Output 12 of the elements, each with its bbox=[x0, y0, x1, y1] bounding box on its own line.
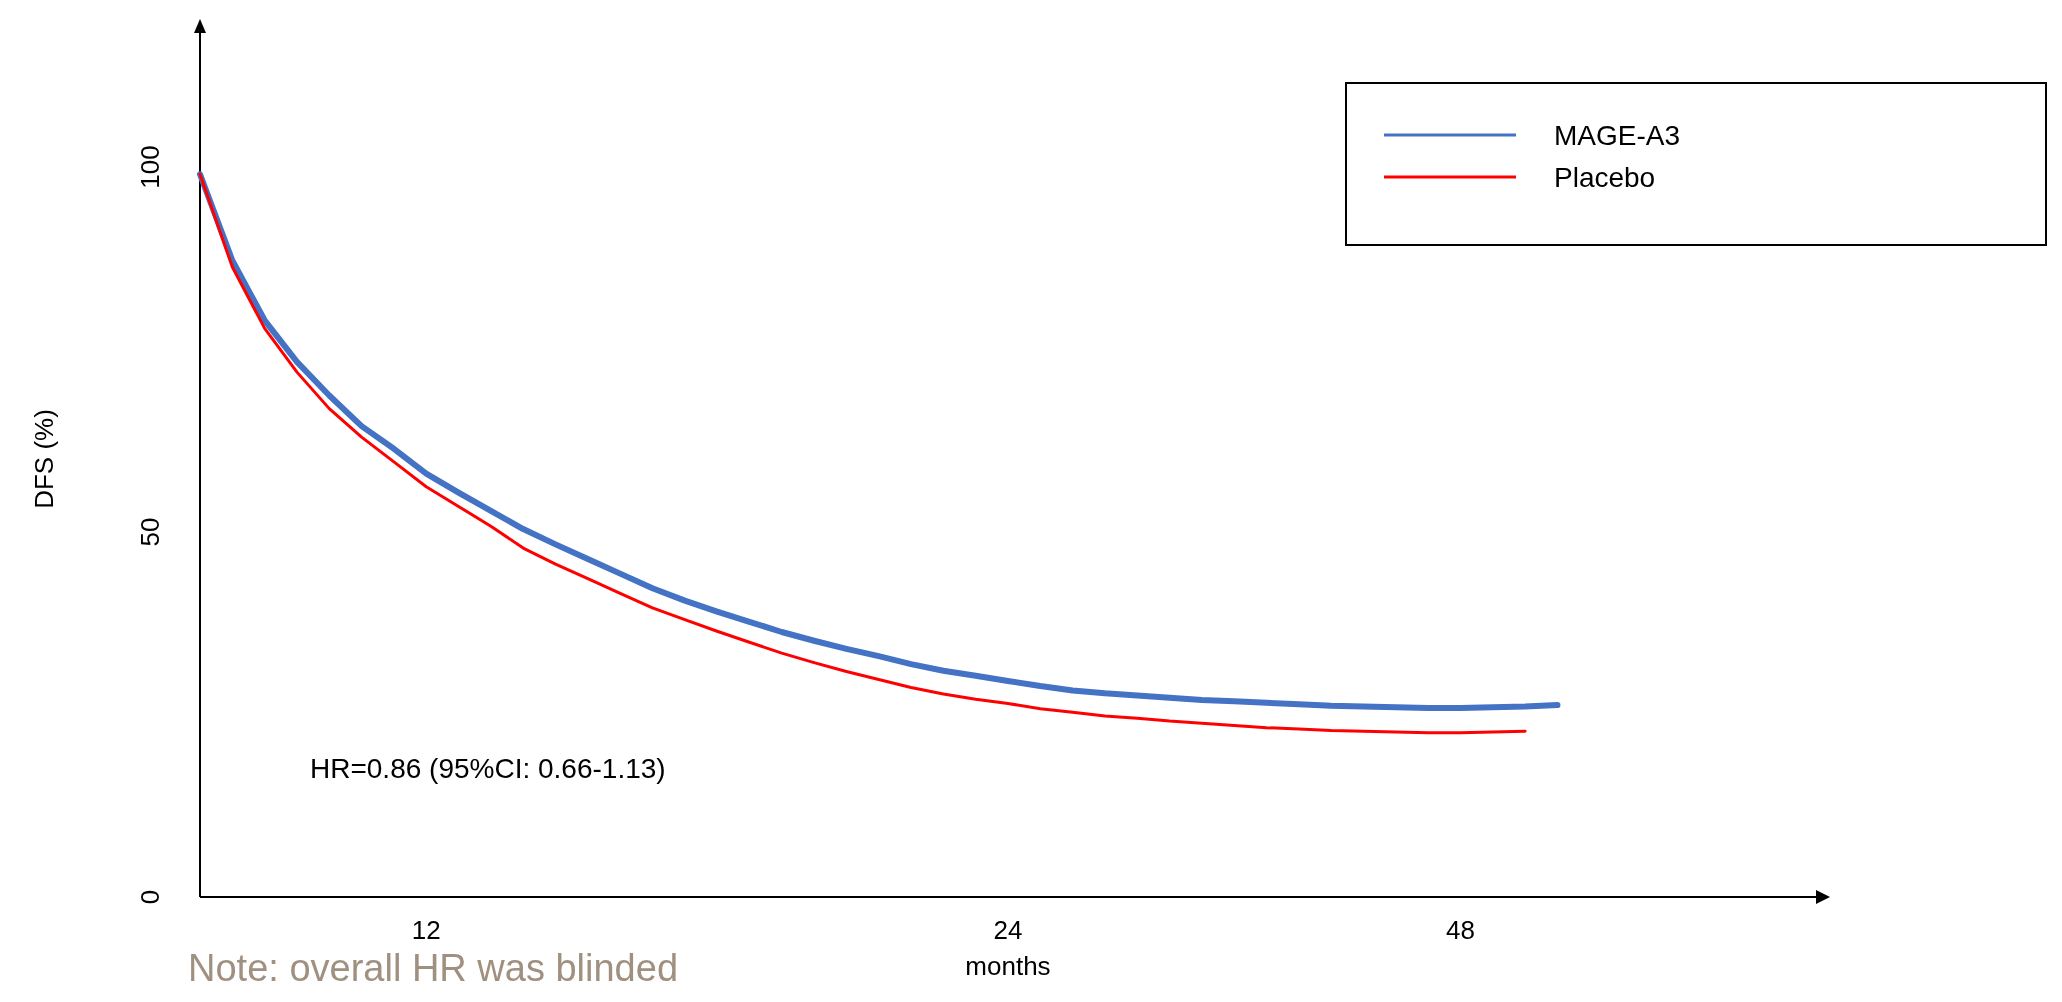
y-tick-label: 0 bbox=[135, 889, 165, 905]
x-tick-label: 24 bbox=[993, 915, 1023, 945]
text: Note: overall HR was blinded bbox=[188, 947, 679, 989]
y-axis-title: DFS (%) bbox=[29, 409, 59, 509]
legend-label: MAGE-A3 bbox=[1554, 119, 1681, 151]
y-tick-label: 50 bbox=[135, 517, 165, 547]
x-axis-title: months bbox=[965, 951, 1051, 981]
x-tick-label: 12 bbox=[411, 915, 441, 945]
y-tick-label: 100 bbox=[135, 145, 165, 189]
legend-label: Placebo bbox=[1554, 161, 1656, 193]
x-tick-label: 48 bbox=[1446, 915, 1475, 945]
annotation: HR=0.86 (95%CI: 0.66-1.13) bbox=[310, 753, 666, 784]
